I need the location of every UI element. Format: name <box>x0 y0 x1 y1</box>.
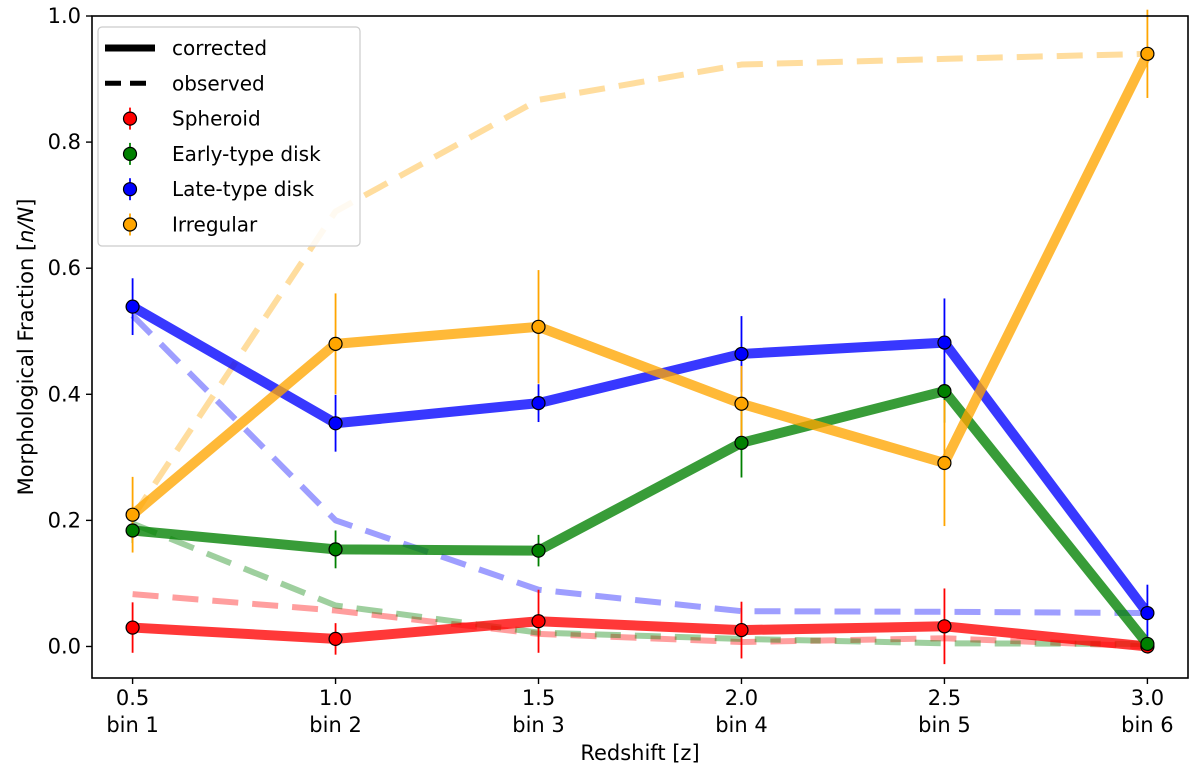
x-bin-label: bin 5 <box>918 713 971 737</box>
legend-label-early-type-disk: Early-type disk <box>172 142 321 166</box>
y-axis-title-prefix: Morphological Fraction [ <box>14 243 38 496</box>
x-tick-label: 3.0 <box>1131 686 1164 710</box>
x-axis: 0.5 bin 1 1.0 bin 2 1.5 bin 3 2.0 bin 4 2.5 bin 5… <box>106 678 1174 737</box>
corrected-lines <box>129 51 1152 652</box>
point-early-type-disk-4 <box>734 435 749 450</box>
legend-label-spheroid: Spheroid <box>172 107 261 131</box>
y-tick-label: 0.4 <box>48 382 81 406</box>
x-tick-label: 1.5 <box>522 686 555 710</box>
point-late-type-disk-5 <box>937 335 952 350</box>
point-irregular-2 <box>328 336 343 351</box>
point-early-type-disk-6 <box>1140 636 1155 652</box>
corrected-line-early-type-disk <box>132 386 1152 648</box>
x-bin-label: bin 1 <box>106 713 159 737</box>
point-late-type-disk-1 <box>125 299 140 314</box>
point-irregular-1 <box>125 507 140 522</box>
point-spheroid-3 <box>531 614 546 629</box>
point-spheroid-4 <box>734 622 749 638</box>
x-tick-label: 0.5 <box>116 686 149 710</box>
y-tick-label: 0.0 <box>48 634 81 658</box>
point-spheroid-2 <box>328 631 343 647</box>
legend-box <box>97 26 361 247</box>
legend-label-late-type-disk: Late-type disk <box>172 177 314 201</box>
x-tick-label: 2.5 <box>928 686 961 710</box>
point-spheroid-1 <box>125 620 140 635</box>
observed-line-late-type-disk <box>130 313 1148 617</box>
observed-lines <box>130 50 1148 650</box>
legend-label-corrected: corrected <box>172 36 267 60</box>
legend-label-irregular: Irregular <box>172 213 258 237</box>
point-early-type-disk-2 <box>328 542 343 557</box>
legend-marker-spheroid <box>122 111 138 126</box>
point-spheroid-5 <box>937 619 952 634</box>
observed-line-irregular <box>130 50 1148 519</box>
observed-line-spheroid <box>132 591 1148 650</box>
point-irregular-6 <box>1140 46 1155 61</box>
x-bin-label: bin 3 <box>512 713 565 737</box>
legend-marker-early-type-disk <box>122 146 138 161</box>
legend-marker-late-type-disk <box>122 182 138 197</box>
y-tick-label: 1.0 <box>48 4 81 28</box>
legend: corrected observed Spheroid Early-type disk… <box>97 26 361 247</box>
observed-line-early-type-disk <box>131 520 1148 647</box>
x-bin-label: bin 4 <box>715 713 768 737</box>
point-early-type-disk-5 <box>937 384 952 399</box>
x-tick-label: 1.0 <box>319 686 352 710</box>
y-tick-label: 0.2 <box>48 508 81 532</box>
point-late-type-disk-3 <box>531 396 546 411</box>
y-axis: 0.0 0.2 0.4 0.6 0.8 1.0 <box>48 4 92 658</box>
x-bin-label: bin 2 <box>309 713 362 737</box>
point-irregular-4 <box>734 396 749 411</box>
y-tick-label: 0.8 <box>48 130 81 154</box>
point-irregular-5 <box>937 455 952 471</box>
point-late-type-disk-6 <box>1140 605 1155 621</box>
x-axis-title: Redshift [z] <box>580 741 699 765</box>
corrected-line-spheroid <box>132 616 1148 652</box>
y-axis-title-variable: n/N <box>14 206 38 242</box>
point-early-type-disk-3 <box>531 543 546 558</box>
legend-marker-irregular <box>122 217 138 232</box>
plot-frame <box>91 15 1189 679</box>
point-irregular-3 <box>531 319 546 334</box>
x-bin-label: bin 6 <box>1121 713 1174 737</box>
point-late-type-disk-2 <box>328 416 343 431</box>
point-early-type-disk-1 <box>125 523 140 538</box>
y-axis-title: Morphological Fraction [n/N] <box>14 199 38 496</box>
point-late-type-disk-4 <box>734 346 749 362</box>
markers <box>125 46 1155 654</box>
y-axis-title-suffix: ] <box>14 199 38 207</box>
legend-label-observed: observed <box>172 71 265 95</box>
corrected-line-irregular <box>129 51 1152 519</box>
y-tick-label: 0.6 <box>48 256 81 280</box>
x-tick-label: 2.0 <box>725 686 758 710</box>
